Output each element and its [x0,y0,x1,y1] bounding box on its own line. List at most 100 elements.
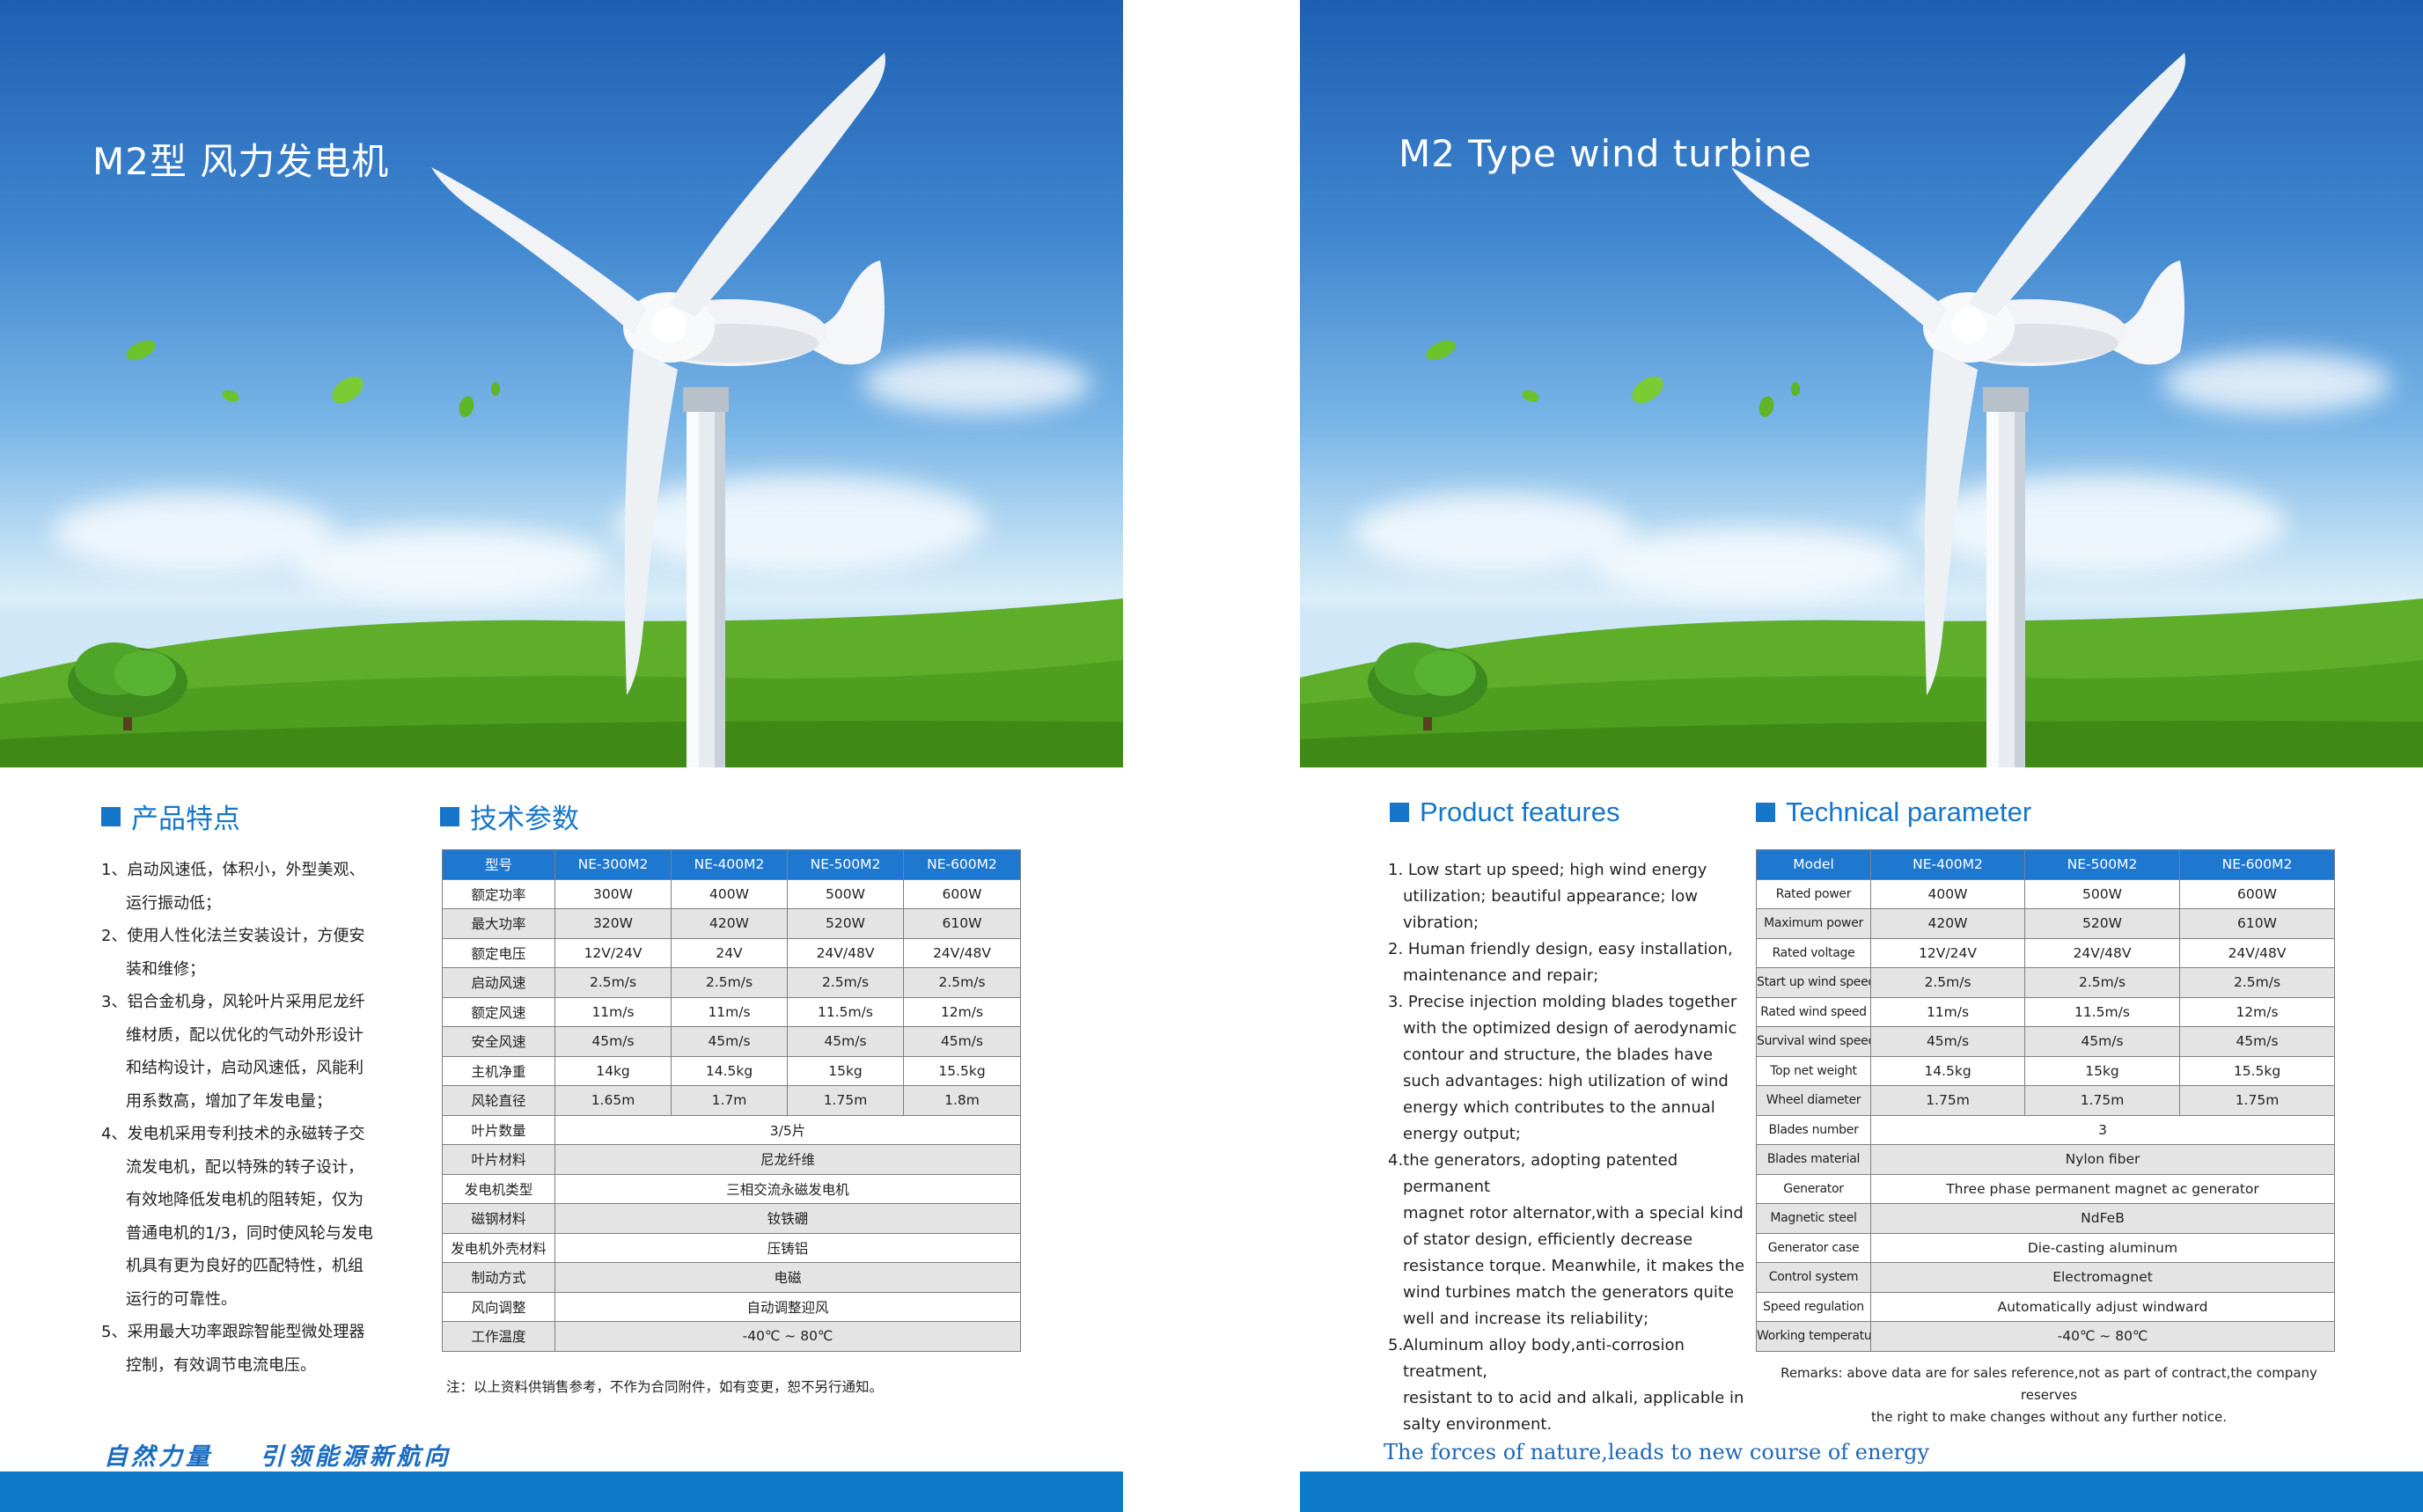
feature-item-continuation: 用系数高，增加了年发电量； [126,1091,332,1111]
table-cell: 11.5m/s [2024,996,2180,1027]
table-row-label: 额定电压 [442,937,555,968]
table-row-label: Wheel diameter [1756,1085,1871,1116]
disclaimer-note: 注：以上资料供销售参考，不作为合同附件，如有变更，恕不另行通知。 [446,1379,884,1395]
feature-item-continuation: resistance torque. Meanwhile, it makes t… [1403,1257,1745,1275]
table-row: 启动风速 2.5m/s 2.5m/s 2.5m/s 2.5m/s [442,967,1021,998]
cloud [2162,352,2391,414]
table-cell: 45m/s [554,1026,672,1057]
table-row-label: Magnetic steel [1756,1203,1871,1234]
table-cell: 45m/s [903,1026,1021,1057]
table-cell-merged: 电磁 [554,1262,1021,1293]
table-cell: 15kg [2024,1055,2180,1086]
table-row: 安全风速 45m/s 45m/s 45m/s 45m/s [442,1026,1021,1057]
table-row-label: 主机净重 [442,1055,555,1086]
bottom-bar [1300,1472,2423,1512]
table-row-label: 安全风速 [442,1026,555,1057]
feature-item-continuation: 和结构设计，启动风速低，风能利 [126,1059,363,1077]
table-row-label: 叶片材料 [442,1144,555,1175]
table-header-cell: NE-400M2 [671,849,788,880]
table-header-cell: NE-600M2 [2179,849,2335,880]
table-cell: 15kg [787,1055,904,1086]
bottom-bar [0,1472,1123,1512]
table-row: Survival wind speed 45m/s 45m/s 45m/s [1756,1026,2335,1057]
table-row: 磁钢材料 钕铁硼 [442,1203,1021,1234]
table-row: 发电机类型 三相交流永磁发电机 [442,1173,1021,1204]
feature-item-continuation: resistant to to acid and alkali, applica… [1403,1389,1744,1407]
table-row-label: Rated power [1756,878,1871,909]
table-cell: 1.7m [671,1085,788,1116]
table-cell: 2.5m/s [2024,967,2180,998]
table-cell: 45m/s [787,1026,904,1057]
table-row-label: 磁钢材料 [442,1203,555,1234]
table-cell: 300W [554,878,672,909]
table-row-label: 风轮直径 [442,1085,555,1116]
feature-item-continuation: of stator design, efficiently decrease [1403,1230,1693,1249]
feature-item: 5、采用最大功率跟踪智能型微处理器 [101,1323,365,1341]
table-row: Rated power 400W 500W 600W [1756,878,2335,909]
table-row-label: 发电机类型 [442,1173,555,1204]
feature-item: 1. Low start up speed; high wind energy [1388,861,1707,879]
table-cell: 14kg [554,1055,672,1086]
specs-heading: 技术参数 [440,796,579,836]
feature-item: 2. Human friendly design, easy installat… [1388,940,1733,958]
table-cell: 11m/s [671,996,788,1027]
page-title: M2 Type wind turbine [1399,132,1812,175]
feature-item-continuation: such advantages: high utilization of win… [1403,1072,1729,1090]
table-cell: 12m/s [2179,996,2335,1027]
table-row: Rated wind speed 11m/s 11.5m/s 12m/s [1756,996,2335,1027]
table-cell: 420W [1870,908,2025,939]
feature-item-continuation: 运行的可靠性。 [126,1289,237,1309]
feature-item-continuation: vibration; [1403,914,1479,932]
cloud [863,352,1091,414]
table-cell: 24V/48V [2179,937,2335,968]
table-cell: 14.5kg [1870,1055,2025,1086]
remarks-line: Remarks: above data are for sales refere… [1781,1365,2317,1403]
table-cell: 12V/24V [1870,937,2025,968]
table-cell-merged: Nylon fiber [1870,1144,2335,1175]
table-row-label: 最大功率 [442,908,555,939]
feature-item: 4、发电机采用专利技术的永磁转子交 [101,1125,365,1143]
specs-heading-label: Technical parameter [1786,796,2032,827]
table-row: Generator Three phase permanent magnet ac… [1756,1173,2335,1204]
remarks-note: Remarks: above data are for sales refere… [1754,1362,2344,1428]
table-cell: 24V/48V [903,937,1021,968]
table-cell: 520W [2024,908,2180,939]
table-row-label: Maximum power [1756,908,1871,939]
slogan: The forces of nature,leads to new course… [1384,1440,1930,1464]
table-cell: 600W [903,878,1021,909]
table-row: Top net weight 14.5kg 15kg 15.5kg [1756,1055,2335,1086]
table-row: 额定电压 12V/24V 24V 24V/48V 24V/48V [442,937,1021,968]
features-heading-label: 产品特点 [131,804,240,834]
table-cell: 2.5m/s [1870,967,2025,998]
feature-item-continuation: with the optimized design of aerodynamic [1403,1019,1737,1038]
cloud [53,493,334,572]
table-row: 额定功率 300W 400W 500W 600W [442,878,1021,909]
tree-illustration [68,642,187,730]
cloud [1353,493,1634,572]
table-row: 最大功率 320W 420W 520W 610W [442,908,1021,939]
table-header-row: 型号 NE-300M2 NE-400M2 NE-500M2 NE-600M2 [442,849,1021,880]
table-cell: 12m/s [903,996,1021,1027]
table-row: Generator case Die-casting aluminum [1756,1232,2335,1263]
feature-item-continuation: 普通电机的1/3，同时使风轮与发电 [126,1223,373,1243]
table-cell: 24V/48V [787,937,904,968]
table-cell: 600W [2179,878,2335,909]
table-row: Control system Electromagnet [1756,1262,2335,1293]
table-cell-merged: 3/5片 [554,1114,1021,1145]
tree-illustration [1368,642,1487,730]
feature-item-continuation: 机具有更为良好的匹配特性，机组 [126,1257,363,1275]
table-cell-merged: 三相交流永磁发电机 [554,1173,1021,1204]
feature-item-continuation: 有效地降低发电机的阻转矩，仅为 [126,1191,363,1209]
table-row: 额定风速 11m/s 11m/s 11.5m/s 12m/s [442,996,1021,1027]
table-row: Rated voltage 12V/24V 24V/48V 24V/48V [1756,937,2335,968]
table-cell: 1.75m [2024,1085,2180,1116]
table-row: Maximum power 420W 520W 610W [1756,908,2335,939]
table-cell: 45m/s [2179,1026,2335,1057]
table-cell-merged: Electromagnet [1870,1262,2335,1293]
table-cell: 1.8m [903,1085,1021,1116]
square-bullet-icon [1756,803,1775,822]
table-header-cell: NE-300M2 [554,849,672,880]
table-cell: 500W [2024,878,2180,909]
table-cell-merged: 尼龙纤维 [554,1144,1021,1175]
table-cell: 610W [2179,908,2335,939]
